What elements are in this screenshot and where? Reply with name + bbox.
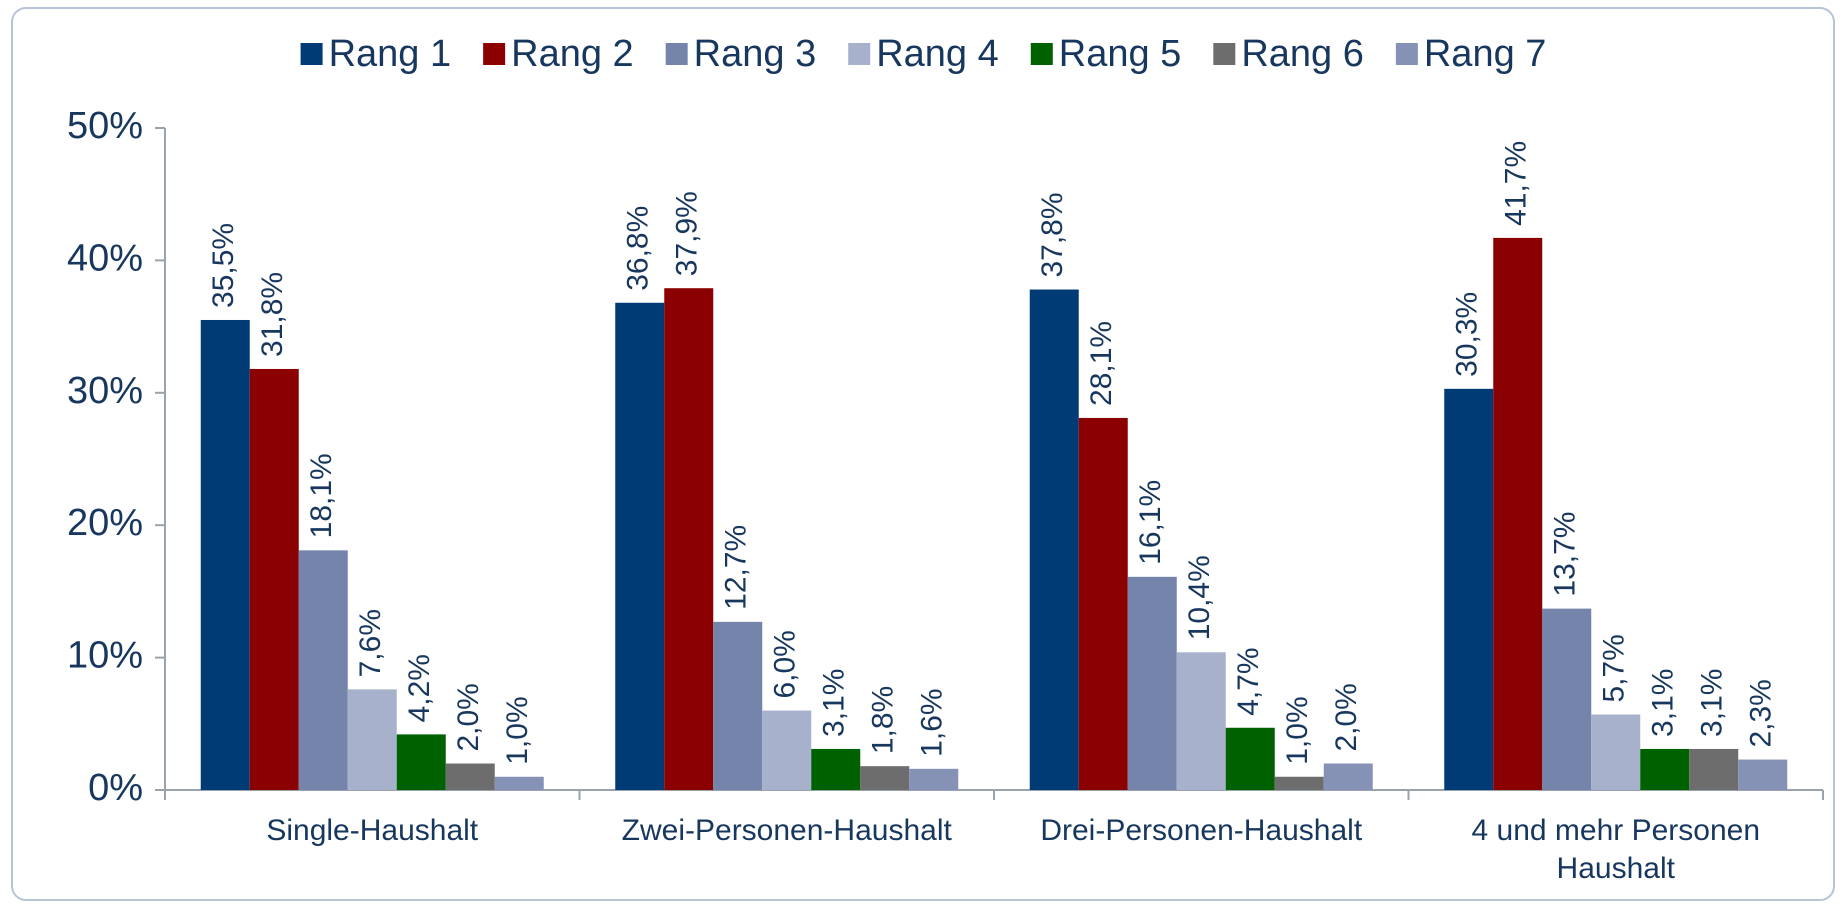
data-label: 1,0%	[1281, 696, 1314, 764]
data-label: 41,7%	[1500, 141, 1533, 226]
x-tick-label: Single-Haushalt	[266, 814, 479, 847]
data-label: 2,0%	[1330, 683, 1363, 751]
y-tick-label: 20%	[67, 502, 143, 544]
legend: Rang 1 Rang 2 Rang 3 Rang 4 Rang 5 Rang 6 Rang…	[300, 33, 1547, 75]
bar	[1640, 748, 1690, 790]
data-label: 3,1%	[1696, 669, 1729, 737]
legend-label: Rang 4	[876, 33, 999, 75]
bar	[200, 319, 250, 790]
bar	[1542, 608, 1592, 790]
data-label: 4,2%	[403, 654, 436, 722]
bar	[1225, 727, 1275, 790]
bar	[1323, 763, 1373, 790]
legend-label: Rang 2	[511, 33, 634, 75]
data-label: 13,7%	[1549, 512, 1582, 597]
bar	[249, 368, 299, 790]
data-label: 30,3%	[1451, 292, 1484, 377]
bar	[1689, 748, 1739, 790]
y-tick-label: 10%	[67, 635, 143, 677]
data-label: 36,8%	[622, 206, 655, 291]
data-label: 37,8%	[1036, 192, 1069, 277]
data-label: 1,6%	[916, 688, 949, 756]
legend-swatch	[665, 43, 688, 65]
data-label: 37,9%	[671, 191, 704, 276]
y-tick-label: 40%	[67, 237, 143, 279]
bar	[396, 734, 446, 790]
data-label: 28,1%	[1085, 321, 1118, 406]
bar	[1029, 289, 1079, 790]
data-label: 1,0%	[501, 696, 534, 764]
legend-swatch	[300, 43, 323, 65]
data-label: 1,8%	[867, 686, 900, 754]
data-label: 2,0%	[452, 683, 485, 751]
data-label: 4,7%	[1232, 647, 1265, 715]
data-label: 18,1%	[305, 453, 338, 538]
bar	[1176, 652, 1226, 790]
data-label: 7,6%	[354, 609, 387, 677]
bar	[1078, 417, 1128, 790]
bar	[298, 550, 348, 790]
bar	[664, 288, 714, 790]
x-tick-label: Zwei-Personen-Haushalt	[621, 814, 952, 847]
legend-swatch	[1030, 43, 1053, 65]
bar	[1738, 759, 1788, 790]
bar	[1493, 237, 1543, 791]
data-label: 16,1%	[1134, 480, 1167, 565]
bar	[445, 763, 495, 790]
bar	[1274, 776, 1324, 790]
legend-label: Rang 3	[694, 33, 817, 75]
y-tick-label: 50%	[67, 105, 143, 147]
bar	[347, 689, 397, 790]
legend-swatch	[1213, 43, 1236, 65]
legend-swatch	[1395, 43, 1418, 65]
data-label: 3,1%	[818, 669, 851, 737]
data-label: 10,4%	[1183, 555, 1216, 640]
chart-border	[11, 7, 1835, 901]
x-tick-label: 4 und mehr Personen Haushalt	[1471, 814, 1760, 885]
data-label: 6,0%	[769, 630, 802, 698]
bar	[1444, 388, 1494, 790]
bar	[615, 302, 665, 790]
data-label: 31,8%	[256, 272, 289, 357]
bar	[909, 768, 959, 790]
legend-label: Rang 6	[1241, 33, 1364, 75]
data-label: 12,7%	[720, 525, 753, 610]
data-label: 2,3%	[1745, 679, 1778, 747]
bar	[713, 621, 763, 790]
bar	[1591, 714, 1641, 790]
y-tick-label: 0%	[88, 767, 143, 809]
x-tick-label: Drei-Personen-Haushalt	[1040, 814, 1363, 847]
bar	[762, 710, 812, 790]
legend-label: Rang 5	[1059, 33, 1182, 75]
legend-swatch	[848, 43, 871, 65]
data-label: 3,1%	[1647, 669, 1680, 737]
bar	[860, 766, 910, 790]
data-label: 35,5%	[207, 223, 240, 308]
legend-label: Rang 1	[329, 33, 452, 75]
bar	[494, 776, 544, 790]
y-tick-label: 30%	[67, 370, 143, 412]
bar	[1127, 576, 1177, 790]
legend-label: Rang 7	[1424, 33, 1547, 75]
bar	[811, 748, 861, 790]
legend-swatch	[483, 43, 506, 65]
data-label: 5,7%	[1598, 634, 1631, 702]
